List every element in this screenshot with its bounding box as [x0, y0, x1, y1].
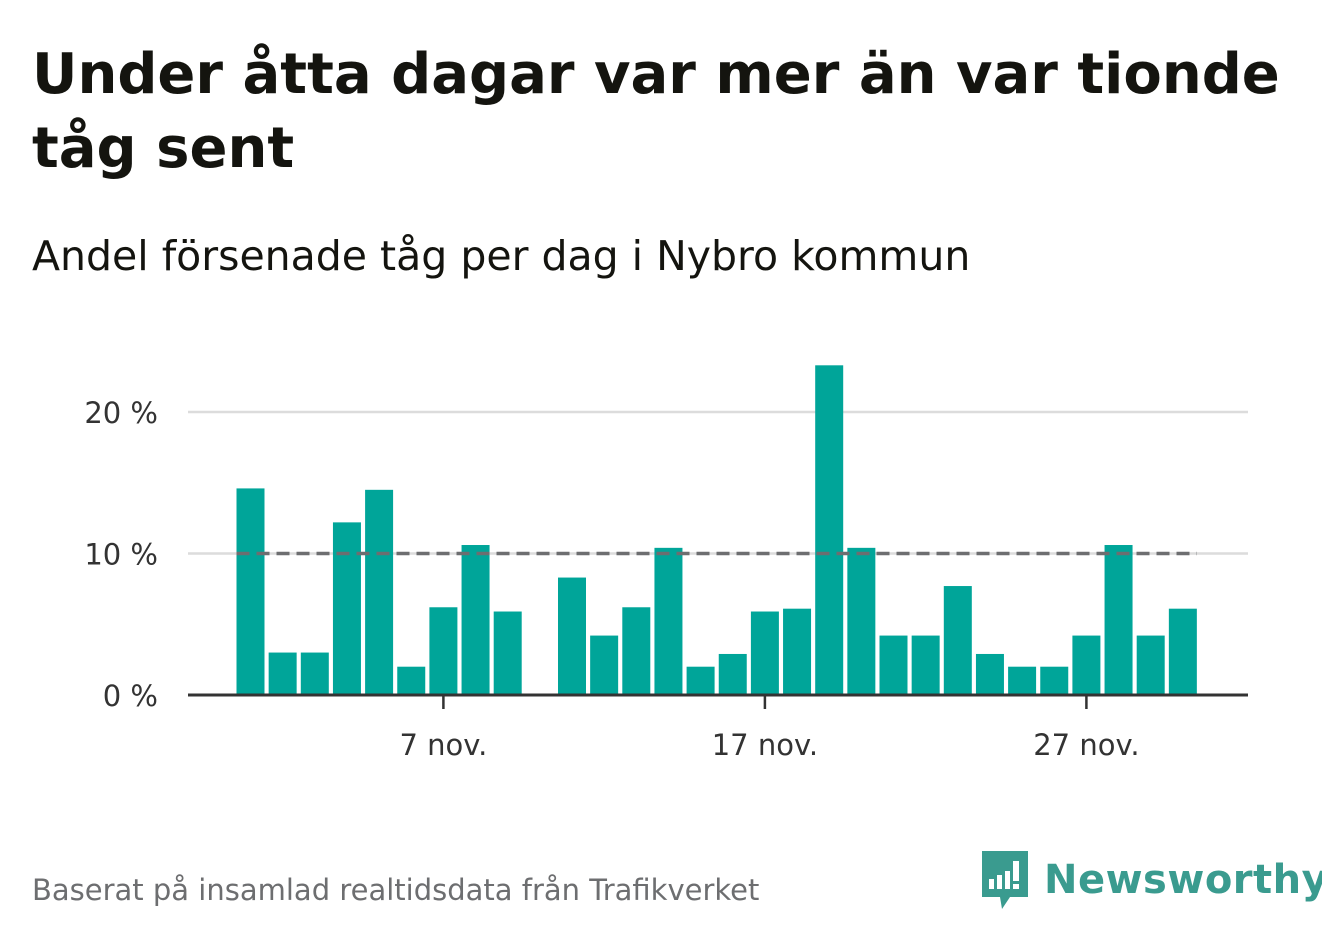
bar — [397, 666, 426, 695]
y-tick-label: 0 % — [103, 679, 158, 713]
bar — [332, 522, 361, 695]
bar — [1008, 666, 1037, 695]
bar — [493, 611, 522, 695]
bar — [943, 586, 972, 695]
bar — [365, 489, 394, 695]
bar-chart: 0 % 10 % 20 % 7 nov. 17 nov. 27 nov. — [84, 365, 1248, 762]
bar — [975, 653, 1004, 695]
bar — [879, 635, 908, 695]
bar — [268, 652, 297, 695]
bar — [236, 488, 265, 695]
bars — [236, 365, 1197, 695]
bar — [815, 365, 844, 695]
chart-subtitle: Andel försenade tåg per dag i Nybro komm… — [32, 232, 971, 280]
x-tick-label: 7 nov. — [399, 728, 487, 762]
newsworthy-logo-icon — [982, 851, 1028, 909]
bar — [654, 547, 683, 695]
axes: 0 % 10 % 20 % 7 nov. 17 nov. 27 nov. — [84, 396, 1248, 762]
x-tick-label: 17 nov. — [712, 728, 818, 762]
bar — [718, 653, 747, 695]
bar — [1072, 635, 1101, 695]
bar — [1136, 635, 1165, 695]
source-note: Baserat på insamlad realtidsdata från Tr… — [32, 873, 760, 907]
bar — [1040, 666, 1069, 695]
y-tick-label: 10 % — [84, 538, 158, 572]
bar — [622, 607, 651, 695]
bar — [1104, 545, 1133, 695]
y-tick-label: 20 % — [84, 396, 158, 430]
bar — [911, 635, 940, 695]
bar — [750, 611, 779, 695]
brand-logo: Newsworthy — [980, 848, 1322, 912]
brand-name: Newsworthy — [1044, 857, 1322, 903]
bar — [1168, 608, 1197, 695]
bar — [300, 652, 329, 695]
bar — [558, 577, 586, 695]
x-tick-label: 27 nov. — [1033, 728, 1139, 762]
chart-title: Under åtta dagar var mer än var tionde t… — [32, 42, 1280, 181]
bar — [847, 547, 876, 695]
bar — [461, 545, 490, 695]
bar — [429, 607, 458, 695]
bar — [783, 608, 812, 695]
bar — [590, 635, 619, 695]
bar — [686, 666, 715, 695]
